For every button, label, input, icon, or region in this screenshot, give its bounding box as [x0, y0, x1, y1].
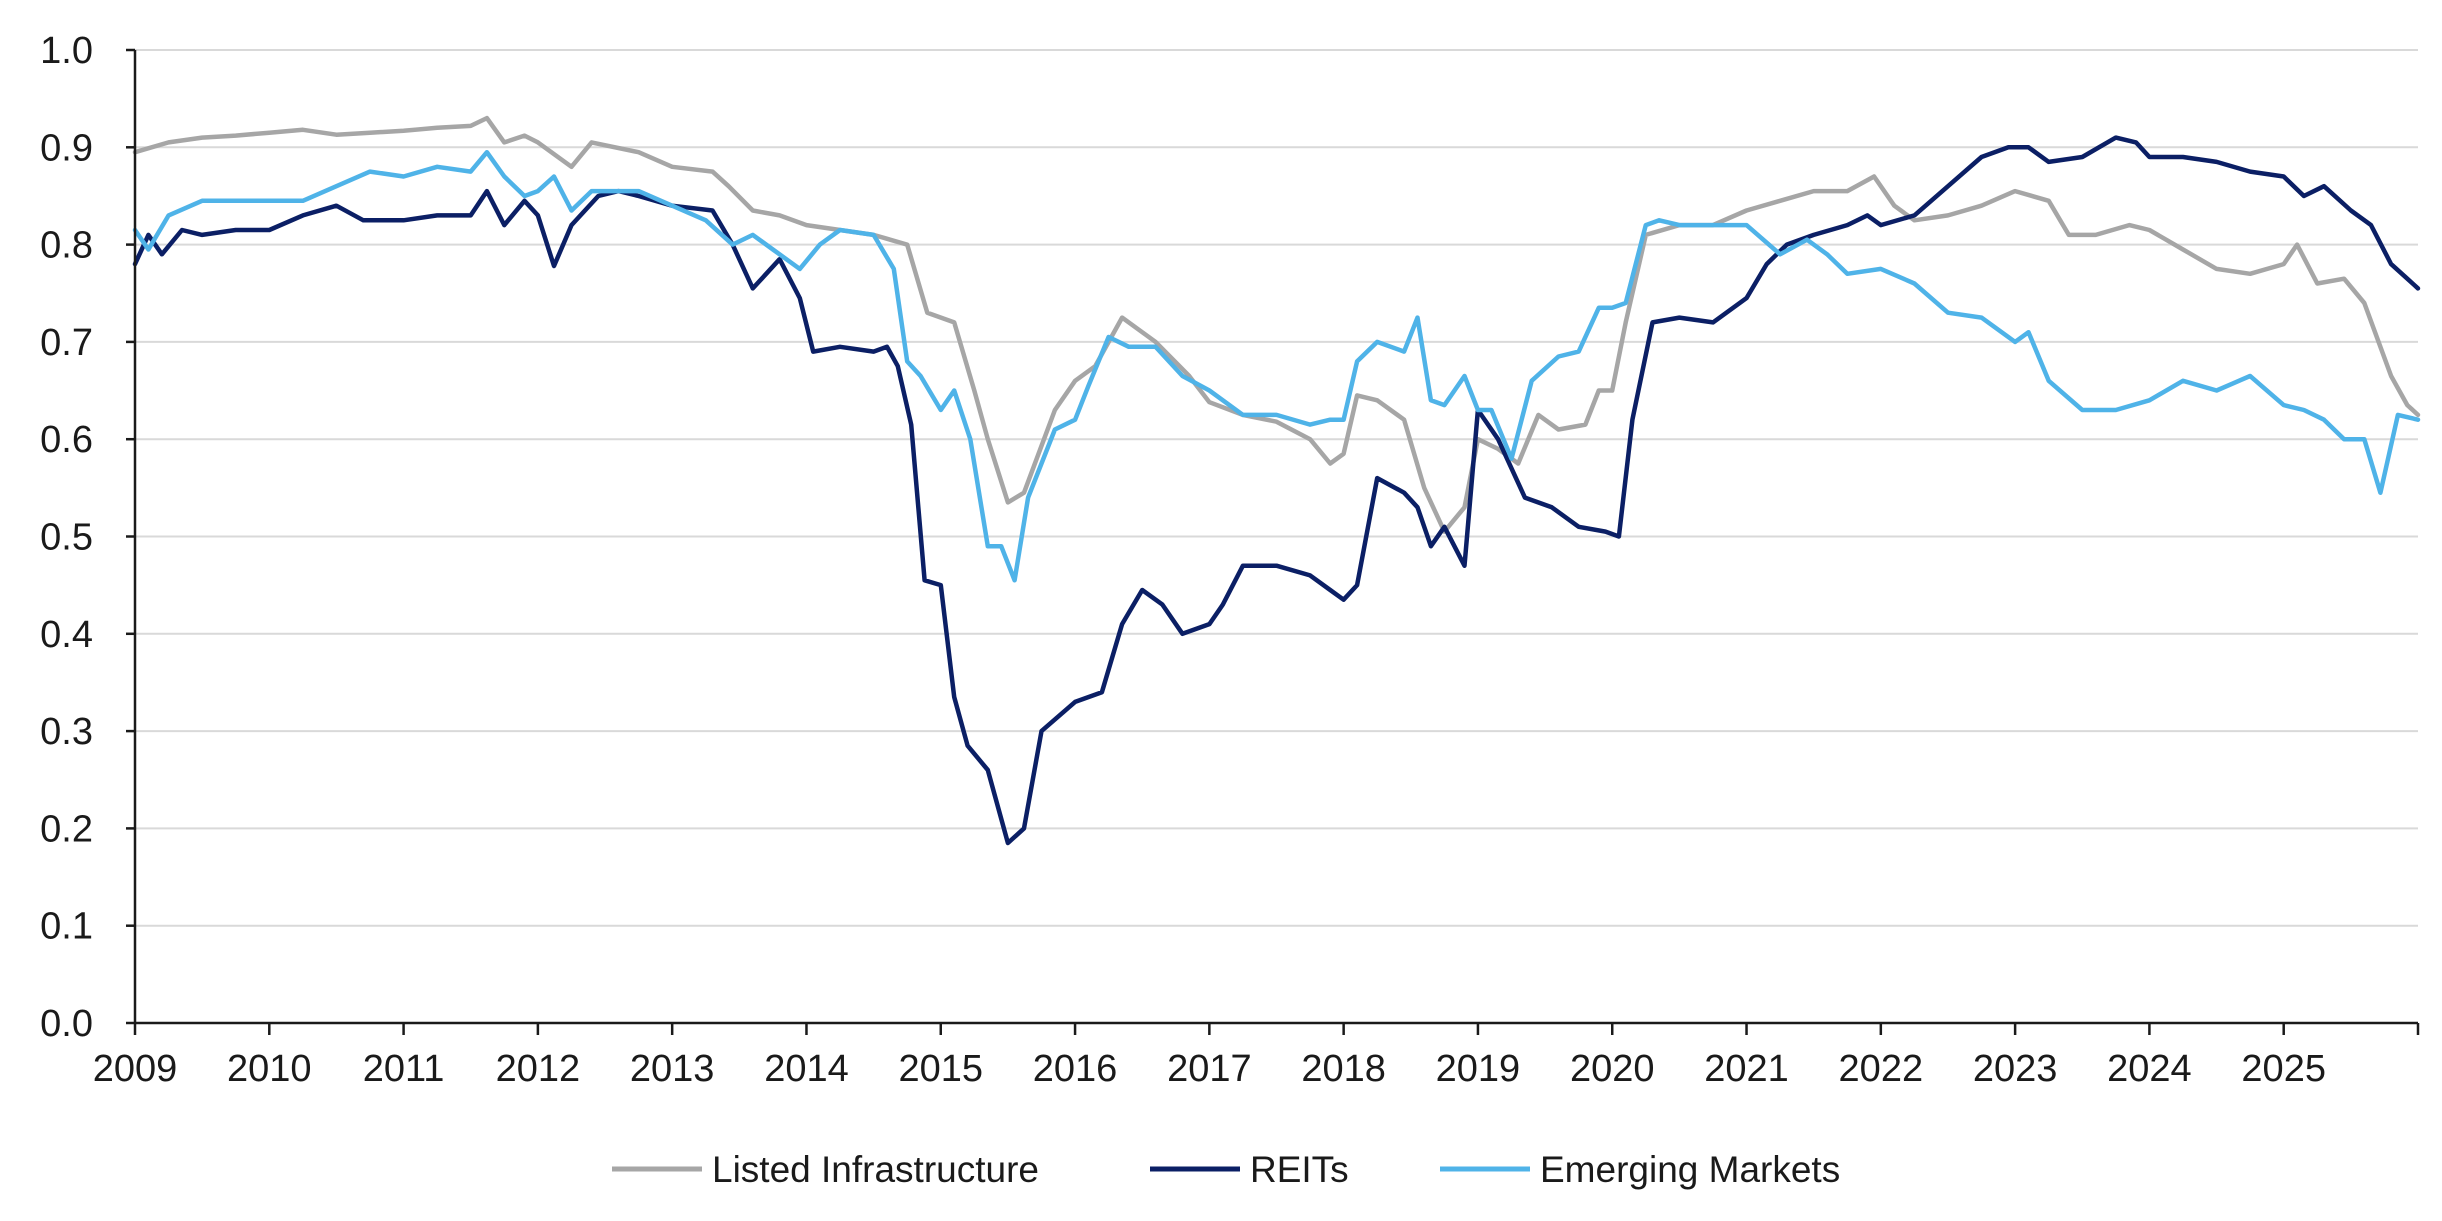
- series-line-reits: [132, 135, 2421, 846]
- y-tick-label: 0.5: [40, 517, 93, 559]
- x-tick-label: 2013: [630, 1048, 715, 1090]
- y-tick-label: 0.4: [40, 614, 93, 656]
- y-tick-label: 0.1: [40, 906, 93, 948]
- series-line-listed-infrastructure: [132, 115, 2421, 534]
- y-tick-label: 0.7: [40, 322, 93, 364]
- x-tick-label: 2012: [496, 1048, 581, 1090]
- x-axis-tick-labels: 2009 2010 2011 2012 2013 2014 2015 2016 2017 2018…: [93, 1023, 2420, 1090]
- legend-item: Emerging Markets: [1440, 1149, 1840, 1190]
- y-tick-label: 0.0: [40, 1003, 93, 1045]
- legend-label: REITs: [1250, 1149, 1349, 1190]
- legend-label: Listed Infrastructure: [712, 1149, 1039, 1190]
- x-tick-label: 2018: [1301, 1048, 1386, 1090]
- series-lines: [132, 115, 2421, 846]
- x-tick-label: 2021: [1704, 1048, 1789, 1090]
- y-tick-label: 0.9: [40, 127, 93, 169]
- x-tick-label: 2014: [764, 1048, 849, 1090]
- x-tick-label: 2022: [1839, 1048, 1924, 1090]
- x-tick-label: 2016: [1033, 1048, 1118, 1090]
- y-tick-label: 0.3: [40, 711, 93, 753]
- x-tick-label: 2009: [93, 1048, 178, 1090]
- series-line-emerging-markets: [132, 149, 2421, 583]
- y-tick-label: 1.0: [40, 30, 93, 72]
- legend-item: REITs: [1150, 1149, 1349, 1190]
- x-tick-label: 2025: [2241, 1048, 2326, 1090]
- x-tick-label: 2010: [227, 1048, 312, 1090]
- legend-item: Listed Infrastructure: [612, 1149, 1039, 1190]
- x-tick-label: 2024: [2107, 1048, 2192, 1090]
- legend: Listed Infrastructure REITs Emerging Marke…: [612, 1149, 1840, 1190]
- x-tick-label: 2020: [1570, 1048, 1655, 1090]
- x-tick-label: 2023: [1973, 1048, 2058, 1090]
- x-tick-label: 2011: [363, 1048, 445, 1090]
- x-tick-label: 2015: [898, 1048, 983, 1090]
- y-axis-tick-labels: 0.0 0.1 0.2 0.3 0.4 0.5 0.6 0.7 0.8 0.9 1.0: [40, 30, 135, 1045]
- y-tick-label: 0.6: [40, 419, 93, 461]
- legend-label: Emerging Markets: [1540, 1149, 1840, 1190]
- gridlines: [135, 49, 2418, 927]
- y-tick-label: 0.8: [40, 225, 93, 267]
- x-tick-label: 2019: [1436, 1048, 1521, 1090]
- y-tick-label: 0.2: [40, 808, 93, 850]
- x-tick-label: 2017: [1167, 1048, 1252, 1090]
